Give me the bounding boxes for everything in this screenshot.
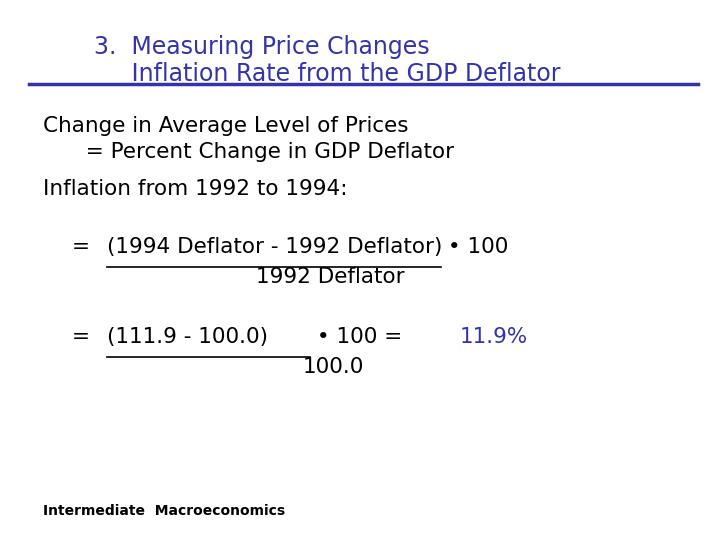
Text: 1992 Deflator: 1992 Deflator [256, 267, 404, 287]
Text: Intermediate  Macroeconomics: Intermediate Macroeconomics [43, 504, 285, 518]
Text: 3.  Measuring Price Changes: 3. Measuring Price Changes [94, 35, 429, 59]
Text: 100.0: 100.0 [302, 357, 364, 377]
Text: Change in Average Level of Prices: Change in Average Level of Prices [43, 116, 409, 136]
Text: Inflation from 1992 to 1994:: Inflation from 1992 to 1994: [43, 179, 348, 199]
Text: Inflation Rate from the GDP Deflator: Inflation Rate from the GDP Deflator [94, 62, 560, 86]
Text: (111.9 - 100.0): (111.9 - 100.0) [107, 327, 268, 347]
Text: (1994 Deflator - 1992 Deflator): (1994 Deflator - 1992 Deflator) [107, 237, 442, 256]
Text: 11.9%: 11.9% [459, 327, 528, 347]
Text: • 100: • 100 [441, 237, 509, 256]
Text: =: = [72, 237, 97, 256]
Text: =: = [72, 327, 97, 347]
Text: • 100 =: • 100 = [310, 327, 409, 347]
Text: = Percent Change in GDP Deflator: = Percent Change in GDP Deflator [72, 142, 454, 162]
